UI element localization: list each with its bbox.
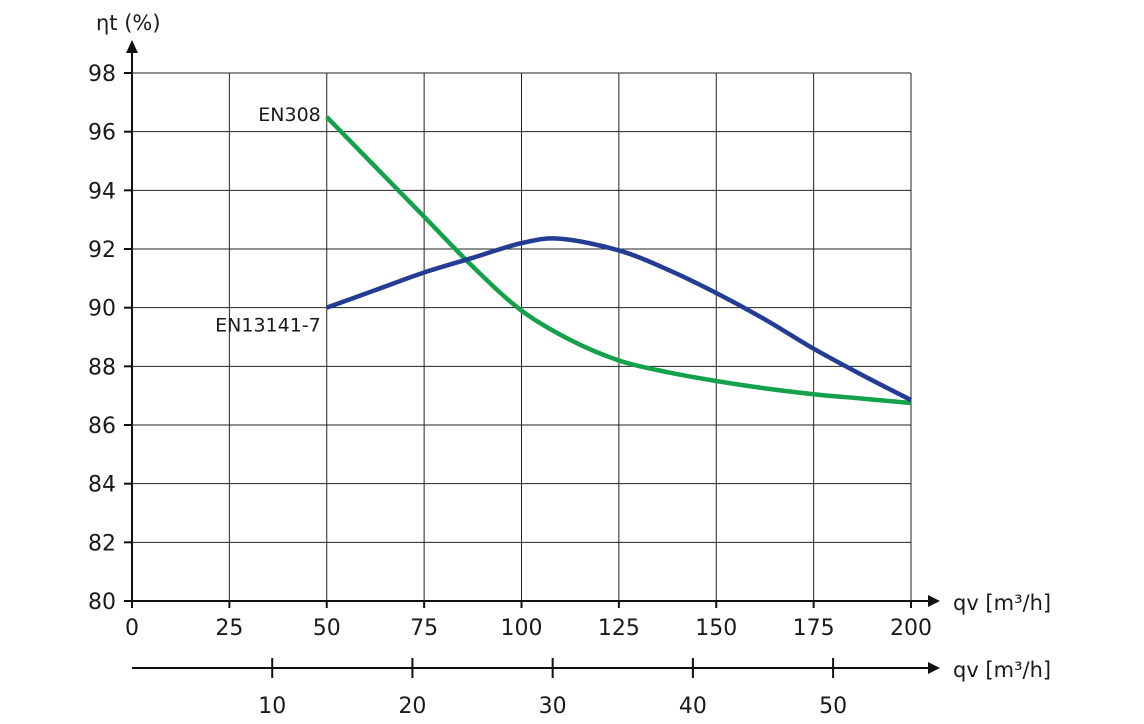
- y-tick-label: 86: [88, 414, 116, 439]
- series-label-en308: EN308: [258, 104, 320, 126]
- y-tick-label: 84: [88, 473, 116, 498]
- secondary-x-axis-arrow: [928, 662, 940, 674]
- series-line-en308: [325, 115, 912, 406]
- x-tick-label: 50: [313, 616, 341, 641]
- x-tick-label: 25: [215, 616, 243, 641]
- y-tick-label: 80: [88, 590, 116, 615]
- grid-lines: [132, 72, 912, 601]
- secondary-x-tick-label: 50: [819, 694, 847, 719]
- x-tick-labels: 0 25 50 75 100 125 150 175 200: [125, 616, 932, 641]
- x-tick-label: 150: [695, 616, 737, 641]
- x-tick-label: 125: [598, 616, 640, 641]
- secondary-x-tick-label: 30: [539, 694, 567, 719]
- y-tick-label: 98: [88, 62, 116, 87]
- y-tick-label: 96: [88, 121, 116, 146]
- secondary-x-tick-label: 20: [398, 694, 426, 719]
- y-axis-title: ηt (%): [96, 11, 161, 35]
- x-tick-label: 75: [410, 616, 438, 641]
- y-tick-label: 82: [88, 531, 116, 556]
- x-tick-label: 175: [793, 616, 835, 641]
- x-axis-title: qv [m³/h]: [953, 591, 1051, 615]
- y-tick-label: 90: [88, 297, 116, 322]
- series-line-en13141-7: [325, 236, 913, 403]
- y-tick-label: 94: [88, 179, 116, 204]
- axes-layer: [124, 40, 940, 608]
- y-tick-label: 88: [88, 355, 116, 380]
- labels-layer: EN308 EN13141-7 ηt (%) qv [m³/h]: [96, 11, 1051, 615]
- x-tick-label: 0: [125, 616, 139, 641]
- y-axis-arrow: [126, 40, 138, 53]
- x-axis-arrow: [928, 595, 940, 607]
- secondary-x-tick-label: 40: [679, 694, 707, 719]
- secondary-x-axis: 10 20 30 40 50 qv [m³/h]: [132, 658, 1051, 719]
- x-tick-label: 100: [501, 616, 543, 641]
- series-layer: [325, 115, 913, 406]
- secondary-x-tick-label: 10: [258, 694, 286, 719]
- series-label-en13141-7: EN13141-7: [215, 315, 321, 337]
- secondary-x-axis-title: qv [m³/h]: [953, 658, 1051, 682]
- y-tick-label: 92: [88, 238, 116, 263]
- y-tick-labels: 80 82 84 86 88 90 92 94 96 98: [88, 62, 116, 615]
- x-tick-label: 200: [890, 616, 932, 641]
